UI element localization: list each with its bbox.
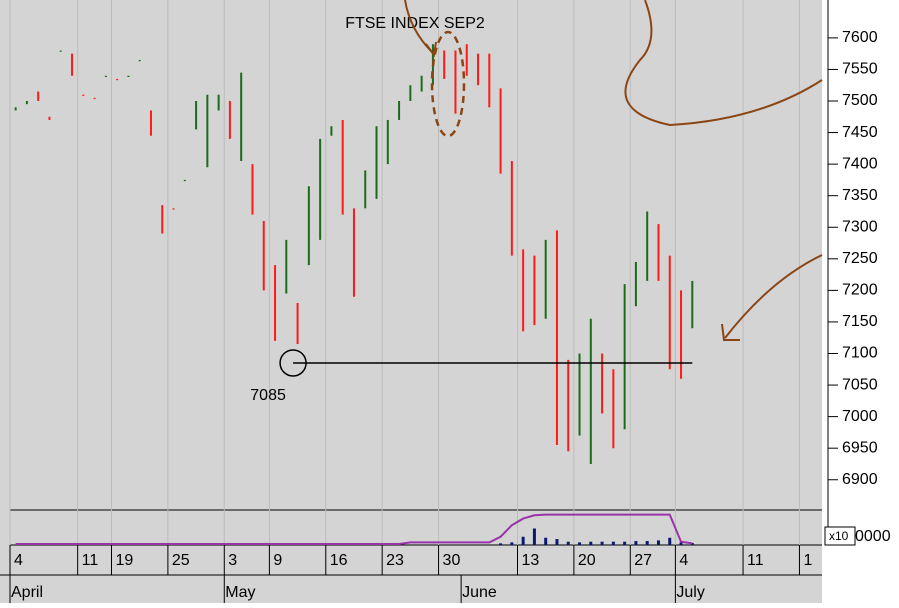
volume-tick-label: 0000	[855, 528, 891, 545]
x-tick-label: 9	[273, 552, 282, 569]
y-tick-label: 7550	[842, 61, 878, 78]
volume-bar	[679, 542, 683, 545]
volume-bar	[623, 541, 627, 545]
volume-bar	[611, 541, 615, 545]
volume-bar	[532, 528, 536, 545]
support-circle	[279, 349, 307, 377]
arrow	[724, 254, 823, 339]
x-tick-label: 11	[82, 552, 99, 569]
volume-bar	[521, 536, 525, 545]
x-tick-label: 13	[522, 552, 540, 569]
curve	[624, 0, 823, 127]
axis-background	[0, 545, 822, 603]
volume-bar	[566, 541, 570, 545]
y-tick-label: 7500	[842, 92, 878, 109]
volume-bar	[656, 540, 660, 545]
y-tick-label: 7000	[842, 408, 878, 425]
y-tick-label: 6900	[842, 471, 878, 488]
x-tick-label: 20	[578, 552, 596, 569]
arrow-head	[425, 41, 437, 58]
x-tick-label: 23	[386, 552, 404, 569]
y-tick-label: 7100	[842, 345, 878, 362]
y-tick-label: 7600	[842, 29, 878, 46]
month-label: April	[11, 584, 43, 601]
arrow-head	[721, 323, 740, 341]
y-tick-label: 7350	[842, 187, 878, 204]
y-tick-label: 7150	[842, 313, 878, 330]
unit-box	[824, 526, 856, 546]
y-tick-label: 7050	[842, 376, 878, 393]
volume-unit: x10	[829, 529, 849, 543]
mark-layer	[14, 44, 694, 546]
volume-bar	[544, 537, 548, 545]
volume-bar	[668, 537, 672, 545]
x-tick-label: 4	[679, 552, 688, 569]
volume-bar	[578, 542, 582, 545]
volume-bar	[645, 541, 649, 545]
grid-layer	[9, 0, 800, 545]
y-tick-label: 7250	[842, 250, 878, 267]
x-tick-label: 1	[803, 552, 812, 569]
volume-bar	[634, 541, 638, 545]
month-label: June	[462, 584, 497, 601]
x-tick-label: 27	[634, 552, 652, 569]
x-tick-label: 16	[330, 552, 348, 569]
volume-bar	[589, 541, 593, 545]
y-tick-label: 7400	[842, 155, 878, 172]
x-tick-label: 4	[14, 552, 23, 569]
volume-bar	[510, 542, 514, 545]
x-tick-label: 25	[172, 552, 190, 569]
open-interest-line	[15, 513, 693, 546]
volume-bar	[499, 543, 503, 545]
x-tick-label: 11	[747, 552, 764, 569]
month-label: May	[225, 584, 255, 601]
y-tick-label: 7300	[842, 218, 878, 235]
support-label: 7085	[250, 387, 286, 404]
x-tick-label: 30	[443, 552, 461, 569]
volume-bar	[690, 543, 694, 545]
volume-bar	[600, 541, 604, 545]
y-tick-label: 7200	[842, 282, 878, 299]
chart-title: FTSE INDEX SEP2	[345, 15, 485, 32]
x-tick-label: 19	[116, 552, 134, 569]
x-tick-label: 3	[228, 552, 237, 569]
y-tick-label: 6950	[842, 439, 878, 456]
month-label: July	[676, 584, 704, 601]
plot-background	[0, 0, 822, 545]
volume-bar	[555, 539, 559, 545]
highlight-ellipse	[430, 30, 466, 138]
y-tick-label: 7450	[842, 124, 878, 141]
